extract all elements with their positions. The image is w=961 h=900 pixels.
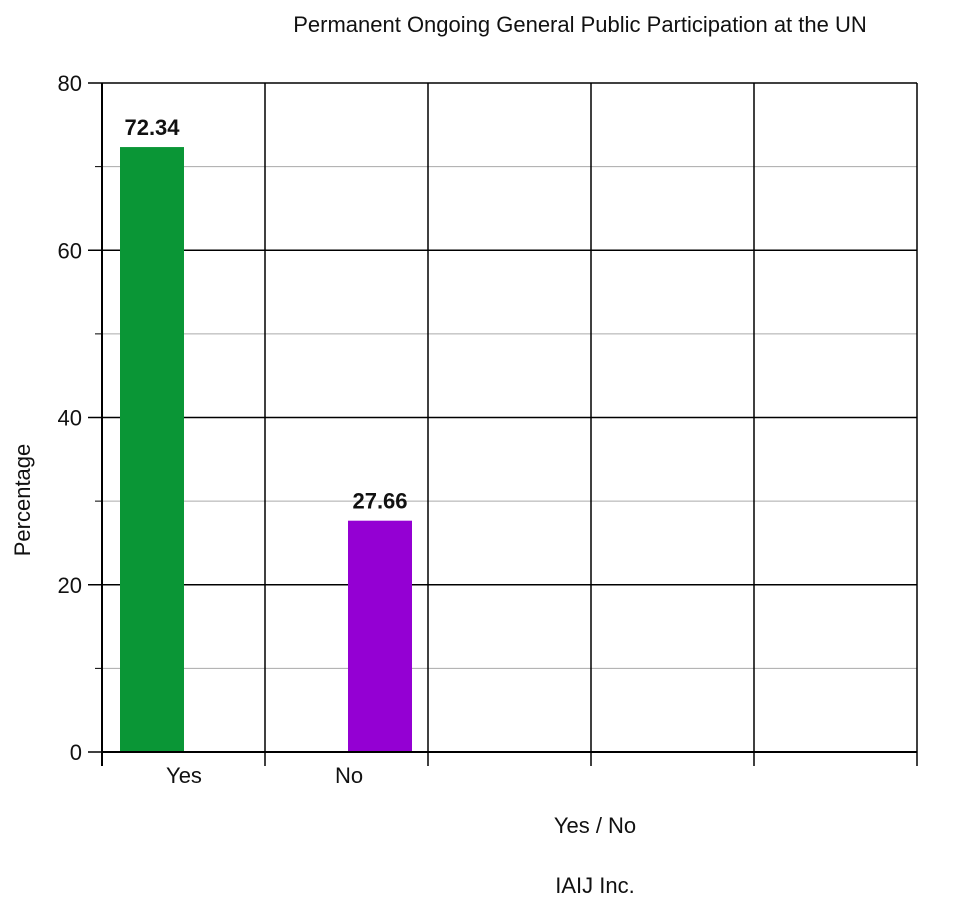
data-label-no: 27.66: [352, 489, 407, 514]
data-labels: 72.34 27.66: [124, 115, 407, 514]
y-tick-label: 60: [58, 238, 82, 263]
footer-credit: IAIJ Inc.: [555, 873, 634, 898]
x-tick-label-yes: Yes: [166, 763, 202, 788]
bar-yes: [120, 147, 184, 752]
x-tick-label-no: No: [335, 763, 363, 788]
y-tick-label: 20: [58, 573, 82, 598]
bars: [120, 147, 412, 752]
grid-lines: [102, 82, 918, 753]
axes: [88, 82, 918, 766]
x-tick-labels: Yes No: [166, 763, 363, 788]
y-axis-label: Percentage: [10, 444, 35, 557]
chart-title: Permanent Ongoing General Public Partici…: [293, 12, 867, 37]
bar-no: [348, 520, 412, 752]
data-label-yes: 72.34: [124, 115, 180, 140]
y-tick-labels: 0 20 40 60 80: [58, 71, 82, 765]
x-axis-label: Yes / No: [554, 813, 636, 838]
y-tick-label: 80: [58, 71, 82, 96]
y-tick-label: 40: [58, 406, 82, 431]
y-tick-label: 0: [70, 740, 82, 765]
